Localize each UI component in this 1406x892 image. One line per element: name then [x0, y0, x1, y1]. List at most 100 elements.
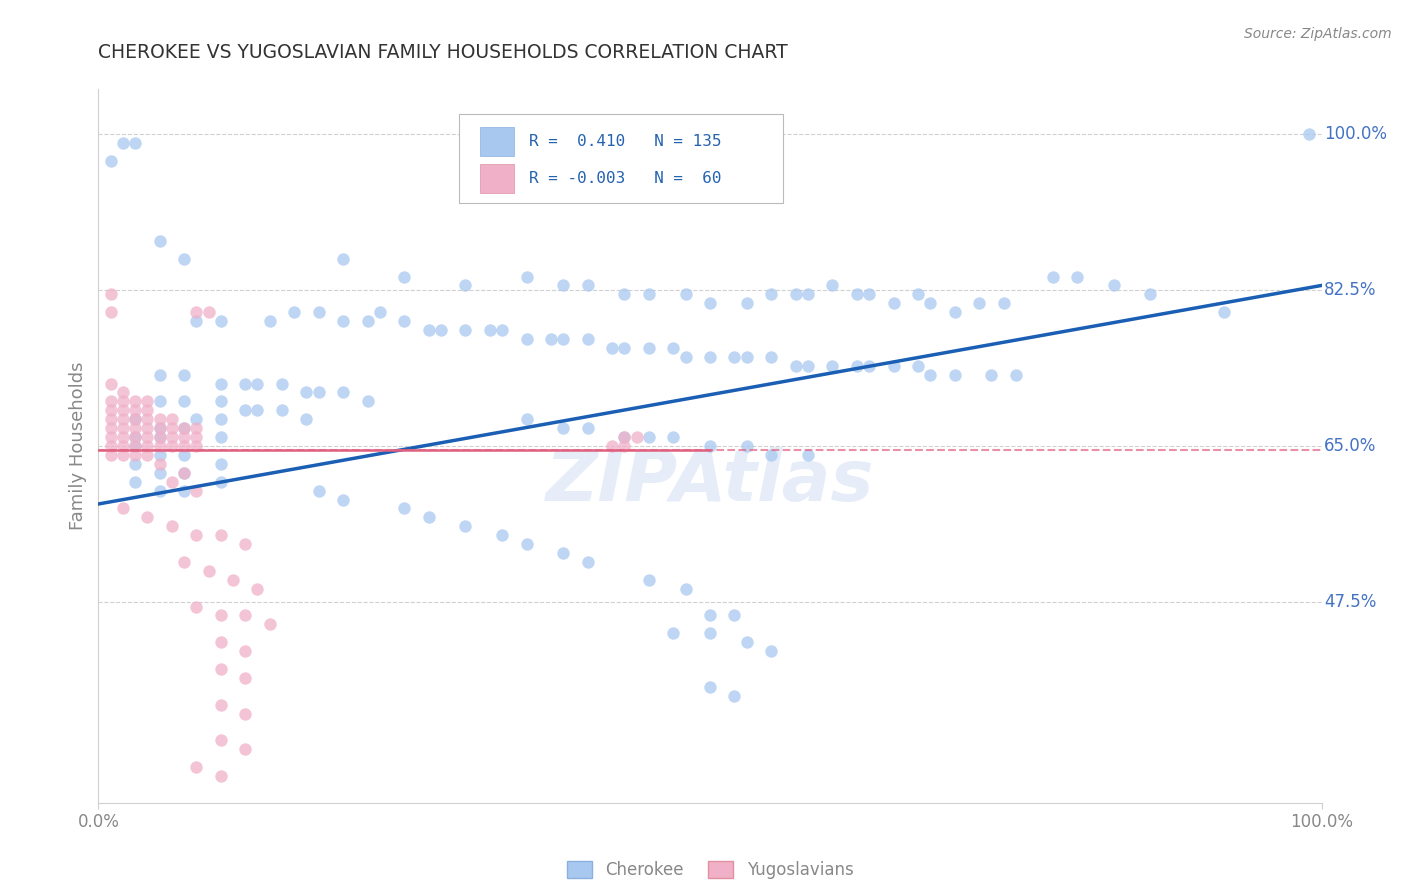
Point	[111, 421, 134, 435]
Point	[233, 376, 256, 391]
Point	[907, 359, 929, 373]
Point	[967, 296, 990, 310]
Point	[430, 323, 453, 337]
Point	[454, 323, 477, 337]
Point	[209, 698, 232, 712]
Point	[332, 492, 354, 507]
Point	[613, 287, 636, 301]
Point	[136, 510, 159, 524]
Point	[295, 412, 318, 426]
Point	[149, 234, 172, 248]
Point	[173, 555, 195, 569]
Point	[735, 439, 758, 453]
Point	[186, 528, 208, 542]
Text: R = -0.003   N =  60: R = -0.003 N = 60	[529, 171, 721, 186]
Text: 82.5%: 82.5%	[1324, 281, 1376, 299]
Point	[124, 439, 146, 453]
Point	[246, 582, 269, 596]
Y-axis label: Family Households: Family Households	[69, 362, 87, 530]
Point	[699, 626, 721, 640]
Point	[209, 528, 232, 542]
Point	[209, 769, 232, 783]
Point	[600, 439, 623, 453]
Point	[209, 475, 232, 489]
Point	[613, 430, 636, 444]
Point	[675, 582, 697, 596]
Point	[111, 501, 134, 516]
Point	[1102, 278, 1125, 293]
Point	[124, 136, 146, 150]
Point	[332, 385, 354, 400]
Point	[149, 457, 172, 471]
Point	[1066, 269, 1088, 284]
Point	[761, 448, 783, 462]
Point	[920, 296, 942, 310]
Point	[613, 341, 636, 355]
Point	[699, 439, 721, 453]
Point	[662, 626, 685, 640]
Text: CHEROKEE VS YUGOSLAVIAN FAMILY HOUSEHOLDS CORRELATION CHART: CHEROKEE VS YUGOSLAVIAN FAMILY HOUSEHOLD…	[98, 44, 789, 62]
Point	[233, 742, 256, 756]
Point	[111, 403, 134, 417]
Point	[392, 501, 416, 516]
Point	[136, 412, 159, 426]
Point	[662, 341, 685, 355]
Point	[246, 376, 269, 391]
Point	[943, 305, 966, 319]
Point	[160, 439, 183, 453]
Point	[100, 439, 122, 453]
Text: Source: ZipAtlas.com: Source: ZipAtlas.com	[1244, 27, 1392, 41]
Point	[222, 573, 245, 587]
Point	[735, 162, 758, 177]
Point	[233, 671, 256, 685]
Point	[637, 430, 661, 444]
Bar	[479, 127, 515, 155]
Point	[675, 350, 697, 364]
Point	[699, 296, 721, 310]
Point	[100, 153, 122, 168]
Point	[637, 573, 661, 587]
Bar	[479, 164, 515, 193]
Point	[186, 421, 208, 435]
Point	[356, 314, 378, 328]
Text: 100.0%: 100.0%	[1324, 125, 1388, 143]
Point	[173, 439, 195, 453]
Text: ZIPAtlas: ZIPAtlas	[546, 447, 875, 516]
Point	[576, 421, 599, 435]
Point	[418, 323, 440, 337]
Text: 47.5%: 47.5%	[1324, 593, 1376, 611]
Point	[186, 305, 208, 319]
Point	[735, 635, 758, 649]
Point	[858, 359, 880, 373]
Point	[907, 287, 929, 301]
Point	[821, 359, 844, 373]
Point	[723, 350, 745, 364]
Point	[100, 287, 122, 301]
Point	[173, 421, 195, 435]
Point	[209, 608, 232, 623]
FancyBboxPatch shape	[460, 114, 783, 203]
Point	[576, 278, 599, 293]
Point	[735, 350, 758, 364]
Point	[259, 314, 281, 328]
Point	[576, 332, 599, 346]
Point	[209, 412, 232, 426]
Point	[100, 305, 122, 319]
Point	[883, 359, 905, 373]
Point	[111, 385, 134, 400]
Point	[259, 617, 281, 632]
Point	[785, 287, 807, 301]
Point	[761, 287, 783, 301]
Point	[845, 359, 868, 373]
Point	[515, 537, 537, 551]
Legend: Cherokee, Yugoslavians: Cherokee, Yugoslavians	[558, 853, 862, 888]
Point	[149, 439, 172, 453]
Point	[124, 394, 146, 409]
Point	[100, 430, 122, 444]
Point	[761, 136, 783, 150]
Point	[980, 368, 1002, 382]
Point	[209, 635, 232, 649]
Point	[136, 403, 159, 417]
Point	[173, 394, 195, 409]
Point	[699, 350, 721, 364]
